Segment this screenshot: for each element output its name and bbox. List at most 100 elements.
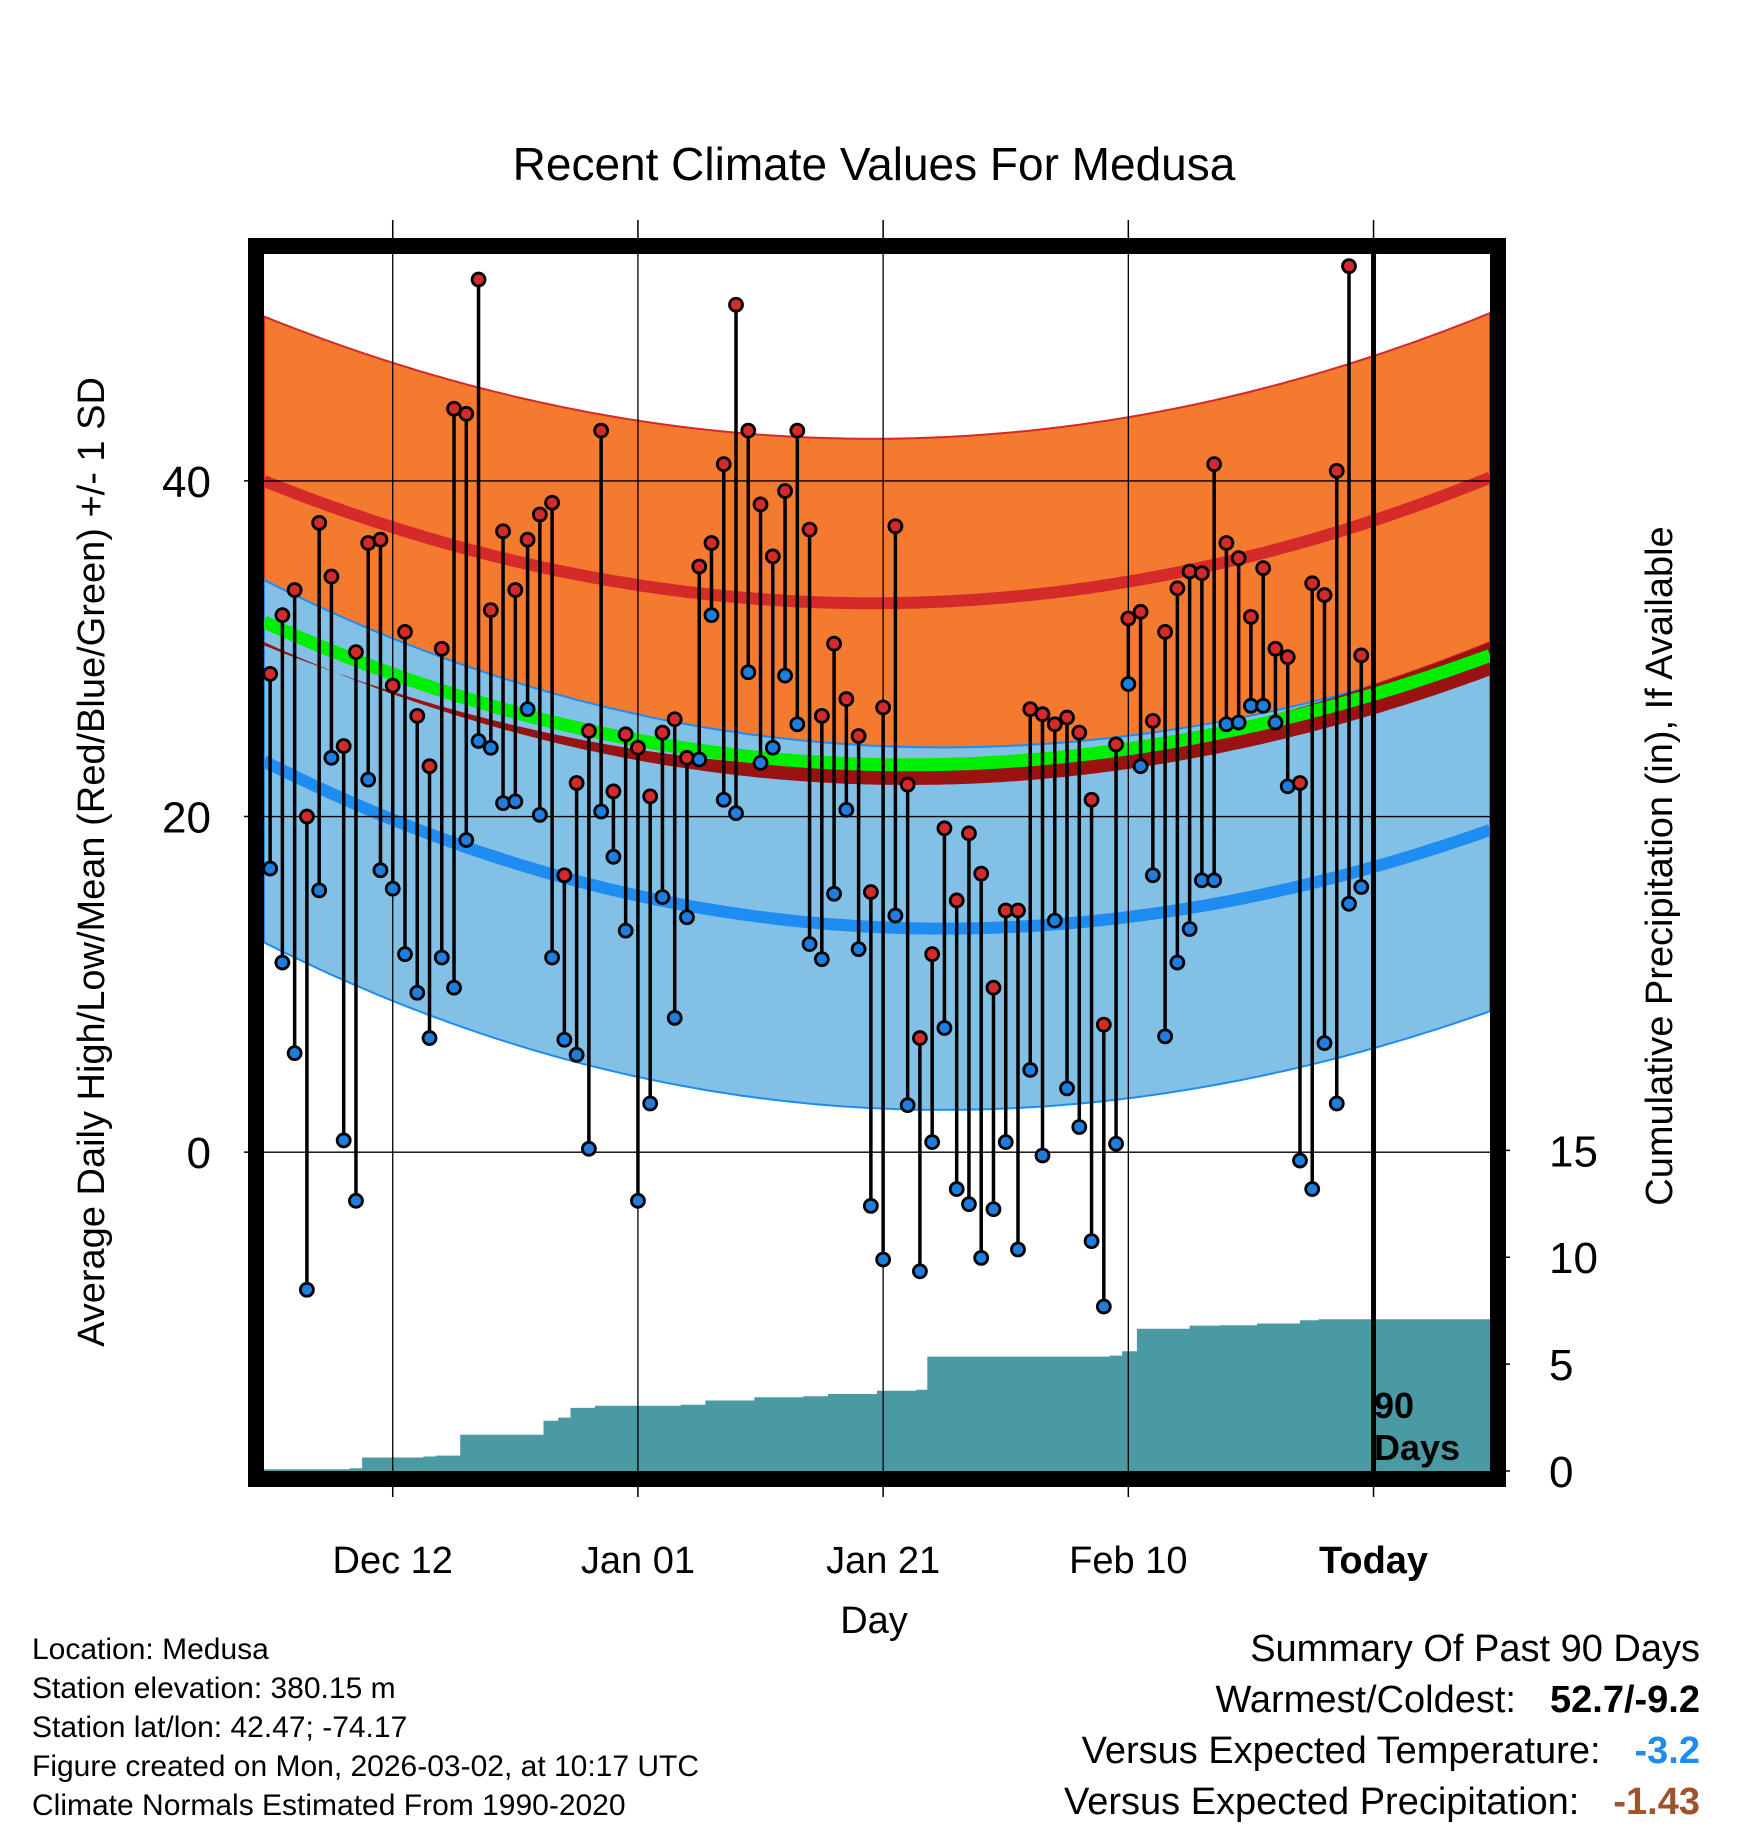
x-axis-label: Day [840,1600,908,1642]
daily-high-point [482,602,499,619]
daily-high-point [1108,736,1124,753]
daily-low-point [912,1263,928,1280]
daily-high-point [777,483,793,499]
daily-low-point [1206,872,1223,889]
daily-high-point [1010,902,1026,919]
daily-high-point [1206,456,1223,473]
daily-low-point [1010,1241,1026,1258]
daily-low-point [1316,1035,1333,1051]
axes: 0 20 40 0 5 10 15 Dec 12 Jan 01 Jan 21 Feb 10 Today [162,220,1598,1582]
daily-high-point [1328,462,1345,479]
daily-high-point [1144,712,1161,729]
daily-low-point [482,739,499,756]
warmest-label: Warmest/Coldest: [1215,1679,1516,1721]
daily-low-point [1353,879,1370,895]
daily-high-point [703,535,720,551]
daily-high-point [838,691,855,707]
normal-mean-line [264,615,1490,772]
daily-high-point [630,739,646,756]
daily-low-point [580,1140,597,1157]
daily-low-point [568,1046,585,1063]
daily-low-point [1230,714,1247,731]
daily-low-point [556,1031,573,1048]
station-info: Location: Medusa Station elevation: 380.… [32,1630,699,1825]
daily-low-point [752,754,769,771]
daily-high-point [1071,724,1088,741]
daily-low-point [470,733,487,749]
daily-low-point [397,946,413,963]
daily-low-point [544,949,561,966]
daily-low-point [862,1197,879,1214]
daily-high-point [384,677,401,694]
daily-high-point [1279,649,1296,666]
daily-high-point [531,506,548,523]
normal-high-line [264,472,1490,610]
y2-axis-label: Cumulative Precipitation (in), If Availa… [1639,526,1681,1205]
daily-high-point [654,724,671,741]
daily-high-point [1304,575,1321,592]
summary-precip-row: Versus Expected Precipitation: -1.43 [1064,1777,1700,1828]
daily-high-point [519,531,536,548]
daily-low-point [286,1045,303,1062]
daily-high-point [961,825,977,842]
daily-high-point [299,808,315,825]
daily-low-point [1341,895,1357,912]
daily-low-point [985,1201,1002,1218]
daily-low-point [1144,867,1161,884]
daily-low-point [740,664,757,681]
y2-tick-label: 0 [1549,1448,1573,1497]
daily-low-point [593,803,610,820]
daily-high-point [948,892,965,909]
daily-high-point [495,523,511,540]
y-tick-label: 40 [162,458,211,507]
daily-high-point [1046,716,1063,733]
daily-low-point [789,716,806,733]
x-tick-label: Jan 01 [581,1540,695,1582]
daily-high-point [372,531,389,548]
daily-low-point [715,791,732,808]
daily-low-point [360,771,377,788]
daily-low-point [1304,1181,1321,1197]
daily-high-point [421,758,438,775]
daily-high-point [1218,535,1235,551]
daily-low-point [335,1132,352,1149]
temp-label: Versus Expected Temperature: [1081,1730,1601,1772]
elevation-text: Station elevation: 380.15 m [32,1672,396,1705]
daily-low-point [1169,954,1186,971]
daily-low-point [507,793,524,810]
daily-low-point [311,882,328,899]
daily-high-point [826,635,842,652]
daily-high-point [409,707,426,724]
daily-high-point [1341,258,1357,275]
daily-high-point [1292,775,1308,791]
daily-low-point [1328,1095,1345,1112]
daily-low-point [642,1095,659,1112]
daily-low-point [850,941,867,958]
summary-warmest-row: Warmest/Coldest: 52.7/-9.2 [1064,1675,1700,1726]
daily-low-point [1132,758,1149,775]
normals-text: Climate Normals Estimated From 1990-2020 [32,1789,626,1822]
y-axis-label: Average Daily High/Low/Mean (Red/Blue/Gr… [71,377,113,1347]
daily-high-point [875,699,892,716]
daily-high-point [740,422,757,439]
daily-low-point [531,806,548,823]
daily-low-point [617,922,634,939]
daily-low-point [323,749,340,766]
daily-low-point [372,862,389,879]
daily-high-point [1157,624,1174,640]
daily-high-point [1132,603,1149,620]
x-tick-label: Feb 10 [1069,1540,1187,1582]
daily-high-point [397,624,413,640]
daily-high-point [323,568,340,585]
daily-low-point [961,1196,977,1213]
daily-high-point [924,946,941,963]
daily-high-point [1095,1016,1112,1033]
daily-high-point [789,422,806,439]
daily-high-point [262,666,279,682]
daily-low-point [924,1134,941,1150]
daily-low-point [458,832,475,848]
y-tick-label: 0 [187,1129,211,1178]
daily-low-point [801,936,818,952]
location-text: Location: Medusa [32,1633,269,1666]
daily-low-point [777,667,793,684]
